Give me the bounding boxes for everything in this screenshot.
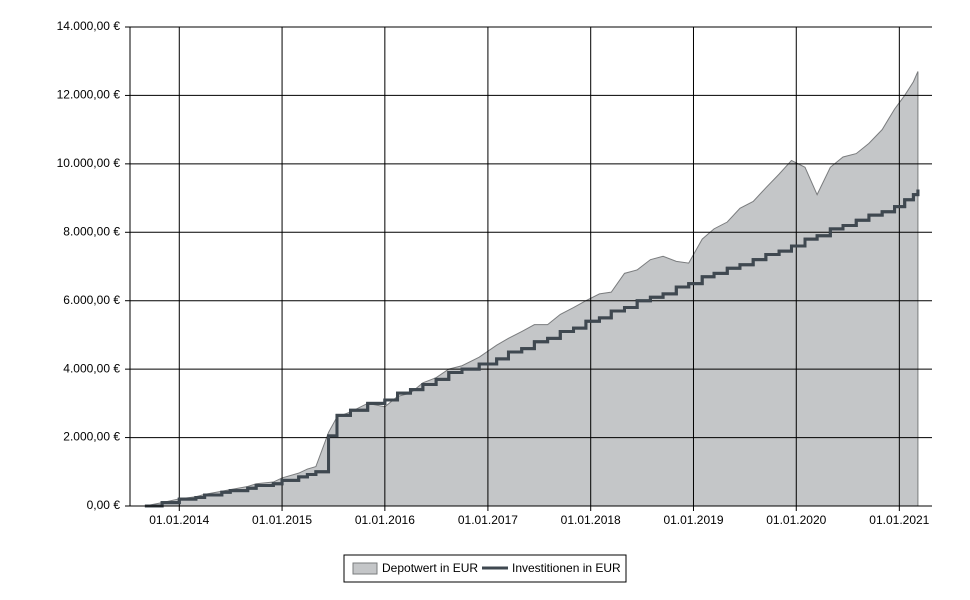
legend-label: Depotwert in EUR: [382, 561, 478, 575]
y-tick-label: 14.000,00 €: [57, 19, 121, 33]
legend-label: Investitionen in EUR: [512, 561, 621, 575]
x-tick-label: 01.01.2018: [561, 513, 621, 527]
y-tick-label: 8.000,00 €: [63, 224, 120, 238]
y-tick-label: 12.000,00 €: [57, 88, 121, 102]
area: [144, 71, 919, 507]
step-line: [144, 189, 920, 508]
x-tick-label: 01.01.2017: [458, 513, 518, 527]
x-tick-label: 01.01.2014: [149, 513, 209, 527]
y-tick-label: 2.000,00 €: [63, 430, 120, 444]
legend-swatch: [352, 562, 378, 575]
x-tick-label: 01.01.2016: [355, 513, 415, 527]
x-tick-label: 01.01.2020: [766, 513, 826, 527]
x-tick-label: 01.01.2019: [663, 513, 723, 527]
y-tick-label: 4.000,00 €: [63, 361, 120, 375]
x-tick-label: 01.01.2021: [869, 513, 929, 527]
y-tick-label: 0,00 €: [87, 498, 121, 512]
y-tick-label: 10.000,00 €: [57, 156, 121, 170]
x-tick-label: 01.01.2015: [252, 513, 312, 527]
y-tick-label: 6.000,00 €: [63, 293, 120, 307]
